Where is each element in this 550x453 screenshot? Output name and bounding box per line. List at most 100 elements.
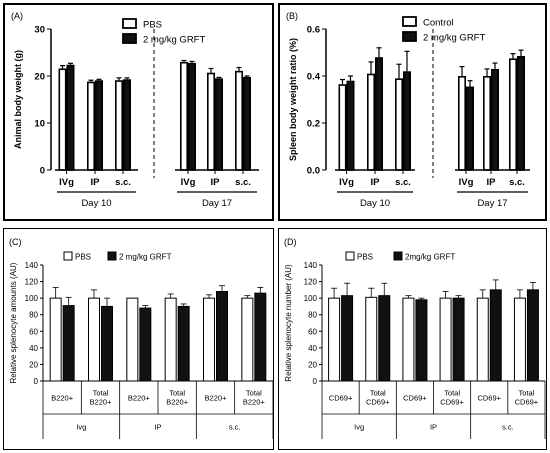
category-label: B220+	[51, 394, 74, 403]
bar-treated	[375, 57, 384, 171]
panel-label: (B)	[286, 11, 298, 21]
panel-d: (D) 0 20 40 60 80 100 120 140 Relative splenocyte…	[278, 228, 547, 450]
bar-treated	[139, 307, 152, 382]
category-label: Total	[444, 389, 460, 398]
category-label: Total	[246, 389, 262, 398]
y-tick-label: 60	[29, 327, 38, 336]
bar-control	[207, 72, 216, 171]
bar-treated	[346, 80, 355, 171]
bar-treated	[452, 297, 465, 382]
y-tick-label: 20	[34, 72, 45, 83]
bar-treated	[341, 295, 354, 382]
bar-treated	[123, 79, 132, 171]
y-axis-label: Animal body weight (g)	[13, 50, 23, 149]
bar-control	[180, 61, 189, 171]
bar-control	[367, 73, 376, 171]
x-tick-label: s.c.	[115, 177, 131, 188]
bar-control	[402, 297, 415, 382]
y-tick-label: 0.2	[307, 119, 320, 130]
spleen-ratio-chart: (B) 0.0 0.2 0.4 0.6 Spleen body weight ratio …	[286, 11, 530, 209]
bar-treated	[215, 78, 224, 171]
legend-label: 2mg/kg GRFT	[405, 253, 455, 262]
category-label: B220+	[128, 394, 151, 403]
y-tick-label: 20	[308, 360, 317, 369]
bar-control	[235, 70, 244, 171]
x-tick-label: s.c.	[509, 177, 525, 188]
group-label: IP	[430, 423, 437, 432]
category-label: CD69+	[477, 394, 501, 403]
bar-treated	[526, 289, 539, 382]
bar-control	[87, 81, 96, 171]
bar-treated	[489, 289, 502, 382]
legend-label: 2 mg/kg GRFT	[119, 253, 172, 262]
category-label: CD69+	[440, 398, 464, 407]
category-label: CD69+	[329, 394, 353, 403]
legend-swatch	[402, 31, 417, 42]
x-tick-label: IP	[91, 177, 101, 188]
legend-swatch	[393, 251, 403, 261]
panel-label: (C)	[9, 237, 22, 247]
bar-treated	[62, 305, 75, 382]
legend-label: 2 mg/kg GRFT	[423, 33, 485, 44]
legend-label: PBS	[75, 253, 91, 262]
category-label: Total	[370, 389, 386, 398]
panel-a: (A) 0 10 20 30 Animal body weight (g) PBS 2 mg/…	[3, 3, 274, 221]
bar-treated	[491, 68, 500, 171]
bar-control	[476, 297, 489, 382]
category-label: B220+	[243, 398, 266, 407]
group-label: IP	[154, 423, 161, 432]
bar-treated	[188, 62, 197, 171]
bar-treated	[415, 299, 428, 382]
bar-control	[328, 297, 341, 382]
y-tick-label: 0.0	[307, 166, 320, 177]
x-tick-label: IP	[211, 177, 221, 188]
y-tick-label: 10	[34, 119, 45, 130]
bar-control	[241, 297, 254, 382]
bar-control	[509, 58, 518, 171]
bar-treated	[254, 292, 267, 382]
bar-control	[164, 297, 177, 382]
x-tick-label: IVg	[59, 177, 74, 188]
y-tick-label: 20	[29, 360, 38, 369]
x-tick-label: IVg	[181, 177, 196, 188]
y-axis-label: Spleen body weight ratio (%)	[288, 38, 298, 161]
bar-control	[395, 78, 404, 171]
bar-control	[126, 297, 139, 382]
legend-label: PBS	[357, 253, 373, 262]
category-label: CD69+	[515, 398, 539, 407]
category-label: Total	[169, 389, 185, 398]
bar-control	[513, 297, 526, 382]
bar-treated	[101, 305, 113, 382]
legend-label: 2 mg/kg GRFT	[143, 35, 205, 46]
y-tick-label: 0	[313, 377, 318, 386]
splenocyte-number-chart: (D) 0 20 40 60 80 100 120 140 Relative splenocyte…	[284, 237, 546, 439]
y-tick-label: 140	[25, 261, 39, 270]
bar-treated	[66, 64, 75, 171]
y-tick-label: 120	[25, 278, 39, 287]
y-tick-label: 100	[25, 294, 39, 303]
group-label: Day 10	[81, 198, 111, 209]
y-tick-label: 0.6	[307, 25, 320, 36]
body-weight-chart: (A) 0 10 20 30 Animal body weight (g) PBS 2 mg/…	[11, 11, 259, 209]
y-tick-label: 40	[308, 344, 317, 353]
y-tick-label: 60	[308, 327, 317, 336]
category-label: Total	[93, 389, 109, 398]
bar-treated	[216, 291, 228, 382]
category-label: CD69+	[366, 398, 390, 407]
category-label: B220+	[166, 398, 189, 407]
group-label: Day 17	[202, 198, 232, 209]
group-label: Day 17	[477, 198, 507, 209]
category-label: Total	[518, 389, 534, 398]
legend-label: PBS	[143, 20, 162, 31]
legend-swatch	[122, 18, 137, 29]
bar-treated	[378, 295, 391, 382]
bar-control	[203, 297, 215, 382]
legend-swatch	[107, 251, 117, 261]
x-tick-label: IVg	[459, 177, 474, 188]
x-tick-label: IVg	[339, 177, 354, 188]
legend-swatch	[122, 33, 137, 44]
bar-control	[439, 297, 452, 382]
splenocyte-amounts-chart: (C) 0 20 40 60 80 100 120 140 Relative splenocyte…	[9, 237, 274, 439]
bar-treated	[243, 76, 252, 171]
bar-treated	[466, 86, 475, 171]
